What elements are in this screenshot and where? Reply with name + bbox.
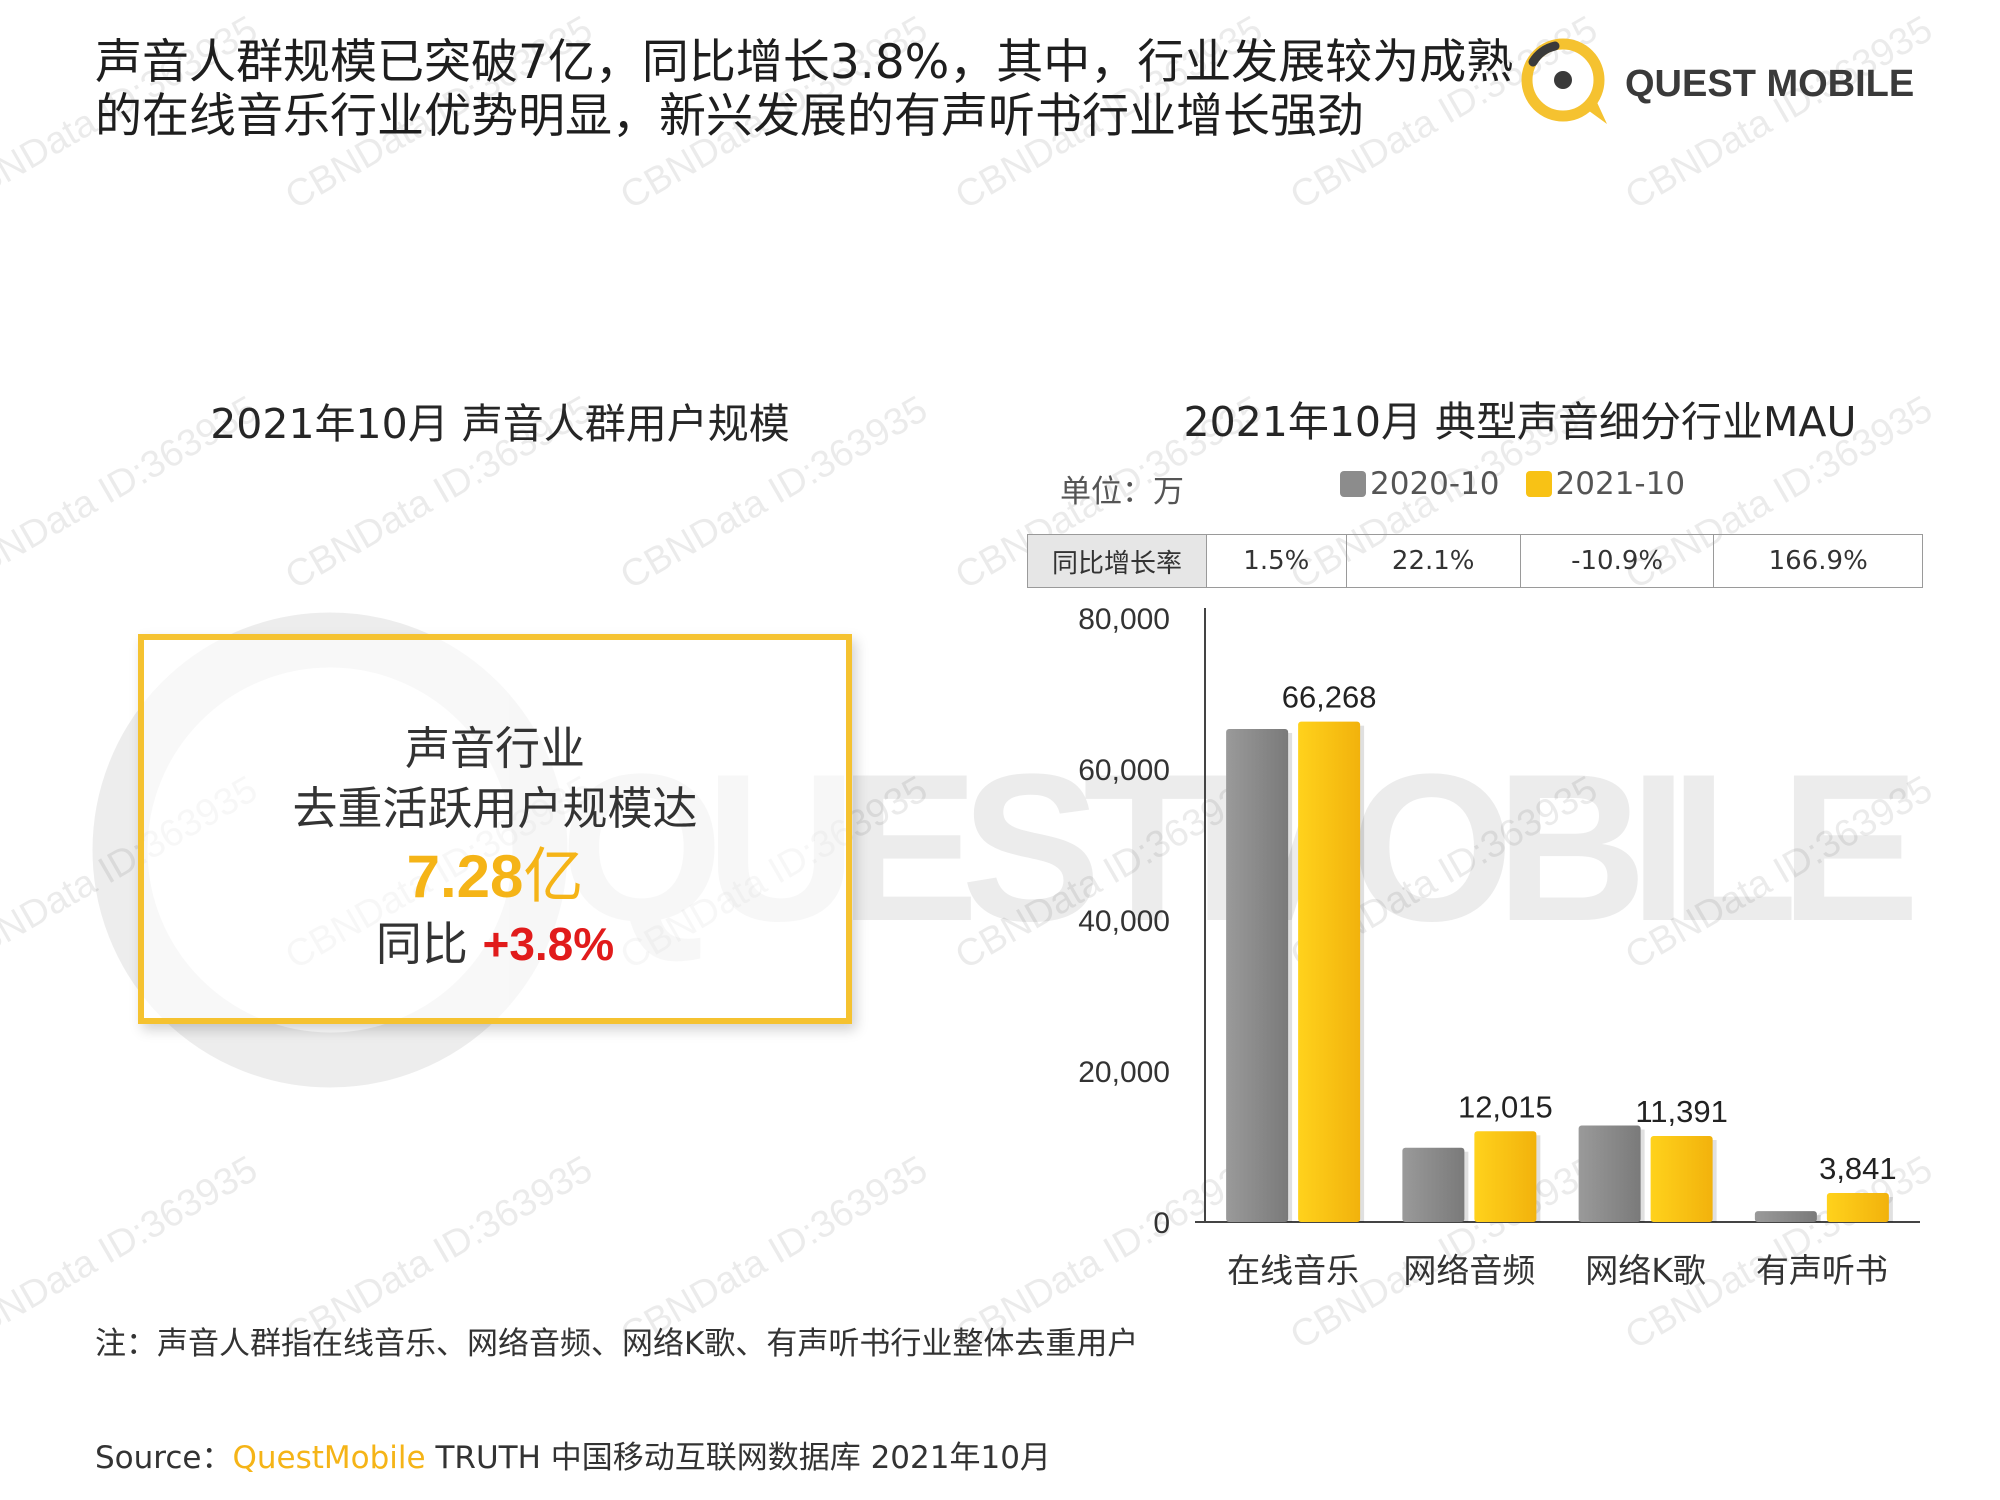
box-line-industry: 声音行业 <box>404 722 585 775</box>
right-chart-title: 2021年10月 典型声音细分行业MAU <box>1183 398 1857 446</box>
box-yoy: 同比 +3.8% <box>144 908 846 974</box>
data-label: 66,268 <box>1282 680 1377 715</box>
x-category-label: 有声听书 <box>1756 1251 1888 1290</box>
growth-rate-cell: -10.9% <box>1519 534 1715 588</box>
legend-label-2021: 2021-10 <box>1555 466 1686 502</box>
bar-2021 <box>1298 721 1361 1222</box>
chart-plot-area: 0 20,000 40,000 60,000 80,000 66,268 在线音乐 12,01… <box>1078 603 1920 1290</box>
footnote: 注：声音人群指在线音乐、网络音频、网络K歌、有声听书行业整体去重用户 <box>95 1326 1139 1362</box>
unit-label: 单位：万 <box>1060 474 1184 510</box>
y-tick-label: 60,000 <box>1078 754 1170 787</box>
legend-item-2021: 2021-10 <box>1525 466 1686 502</box>
box-user-count-number: 7.28 <box>406 843 524 910</box>
quest-mobile-logo-icon <box>1521 38 1607 124</box>
source-rest: TRUTH 中国移动互联网数据库 2021年10月 <box>425 1440 1051 1476</box>
y-tick-label: 40,000 <box>1078 905 1170 938</box>
y-tick-label: 20,000 <box>1078 1056 1170 1089</box>
box-yoy-label: 同比 <box>375 917 468 971</box>
growth-rate-table: 同比增长率 1.5% 22.1% -10.9% 166.9% <box>1027 534 1923 588</box>
page-title: 声音人群规模已突破7亿，同比增长3.8%，其中，行业发展较为成熟的在线音乐行业优… <box>95 35 1514 144</box>
growth-rate-header: 同比增长率 <box>1027 534 1207 588</box>
chart-legend: 2020-10 2021-10 <box>1340 466 1685 502</box>
brand-logo: QUEST MOBILE <box>1515 28 1955 128</box>
left-chart-title: 2021年10月 声音人群用户规模 <box>210 400 790 448</box>
box-user-count: 7.28亿 <box>144 828 846 915</box>
growth-rate-cell: 1.5% <box>1206 534 1347 588</box>
legend-label-2020: 2020-10 <box>1370 466 1500 502</box>
x-category-label: 网络音频 <box>1403 1251 1535 1290</box>
bar-2020 <box>1578 1125 1641 1222</box>
source-line: Source：QuestMobile TRUTH 中国移动互联网数据库 2021… <box>95 1432 1051 1477</box>
growth-rate-row: 同比增长率 1.5% 22.1% -10.9% 166.9% <box>1027 534 1923 588</box>
legend-swatch-2021 <box>1525 471 1552 497</box>
mau-bar-chart: 0 20,000 40,000 60,000 80,000 66,268 在线音乐 12,01… <box>1078 603 1920 1290</box>
summary-box: 声音行业 去重活跃用户规模达 7.28亿 同比 +3.8% <box>138 634 852 1024</box>
growth-rate-cell: 22.1% <box>1345 534 1521 588</box>
data-label: 3,841 <box>1819 1151 1897 1186</box>
box-user-count-unit: 亿 <box>523 842 584 912</box>
legend-item-2020: 2020-10 <box>1340 466 1500 502</box>
data-label: 11,391 <box>1635 1094 1728 1129</box>
box-line-description: 去重活跃用户规模达 <box>292 782 698 835</box>
bar-2021 <box>1826 1193 1889 1222</box>
source-brand: QuestMobile <box>232 1440 426 1476</box>
bar-2021 <box>1474 1131 1537 1222</box>
legend-swatch-2020 <box>1340 471 1366 497</box>
bar-2020 <box>1754 1211 1817 1222</box>
bar-2020 <box>1402 1147 1465 1222</box>
brand-name: QUEST MOBILE <box>1625 63 1915 105</box>
bar-2020 <box>1226 728 1289 1222</box>
growth-rate-cell: 166.9% <box>1713 534 1923 588</box>
source-prefix: Source： <box>95 1440 233 1476</box>
data-label: 12,015 <box>1458 1089 1553 1124</box>
box-yoy-value: +3.8% <box>482 918 615 970</box>
x-category-label: 网络K歌 <box>1585 1251 1706 1290</box>
bar-2021 <box>1650 1135 1713 1222</box>
y-tick-label: 0 <box>1153 1207 1170 1240</box>
x-category-label: 在线音乐 <box>1227 1251 1359 1290</box>
y-tick-label: 80,000 <box>1078 603 1170 636</box>
